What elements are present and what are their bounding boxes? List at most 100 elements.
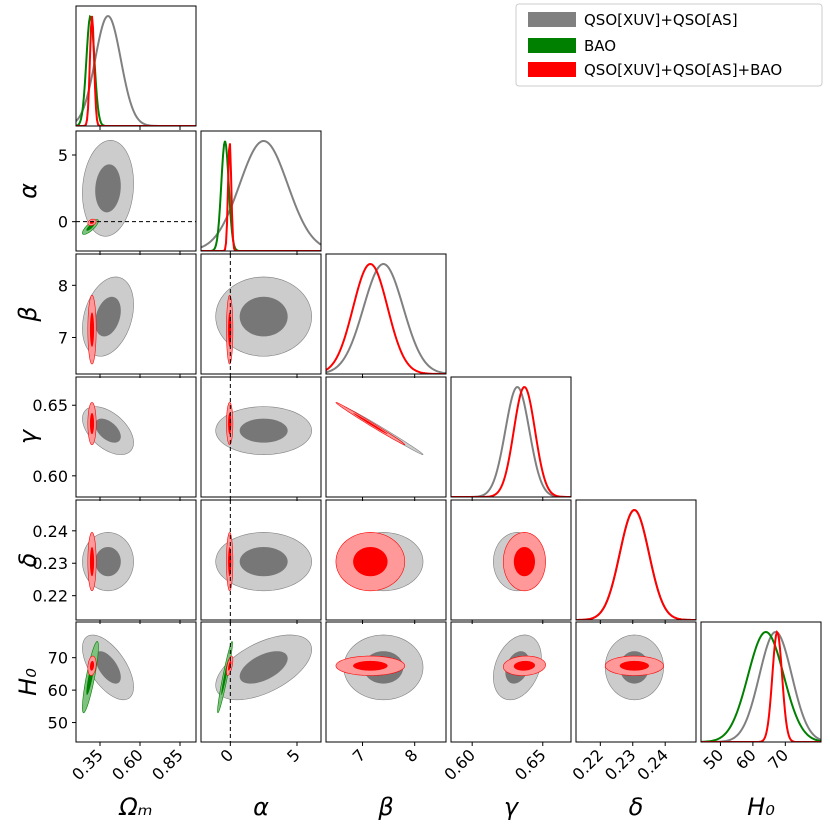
contour-1sigma-gamma-Om-series-2	[89, 413, 95, 435]
panel-gamma-Om	[82, 402, 134, 455]
xlabel-delta: δ	[629, 793, 644, 821]
xtick-label-H0-2: 70	[764, 745, 792, 773]
panel-delta-gamma	[493, 532, 546, 592]
marginal-beta-series-0	[326, 263, 446, 374]
ytick-label-delta-2: 0.24	[32, 522, 68, 541]
legend-frame	[515, 3, 823, 87]
frame-4-0	[75, 499, 197, 621]
contour-1sigma-delta-Om-series-0	[95, 547, 121, 577]
xtick-label-H0-0: 50	[699, 745, 727, 773]
contour-1sigma-H0-Om-series-0	[95, 651, 121, 684]
panel-H0-Om	[82, 634, 134, 714]
xlabel-H0: H₀	[747, 793, 775, 821]
ytick-label-beta-0: 7	[58, 328, 68, 347]
frame-3-0	[75, 376, 197, 498]
frame-4-3	[450, 499, 572, 621]
marginal-H0-series-0	[701, 631, 821, 742]
ytick-label-alpha-0: 0	[58, 213, 68, 232]
ytick-label-H0-1: 60	[48, 681, 68, 700]
marginal-delta-series-2	[576, 509, 696, 620]
frame-5-0	[75, 621, 197, 743]
ytick-label-H0-2: 70	[48, 649, 68, 668]
legend-swatch-0	[528, 12, 576, 27]
xtick-label-delta-1: 0.23	[601, 745, 640, 784]
contour-1sigma-delta-beta-series-2	[353, 547, 388, 577]
frame-5-1	[200, 621, 322, 743]
ytick-label-alpha-1: 5	[58, 146, 68, 165]
xtick-label-alpha-0: 0	[217, 745, 238, 766]
contour-1sigma-gamma-alpha-series-2	[228, 413, 232, 435]
frame-5-3	[450, 621, 572, 743]
frame-1-1	[200, 130, 322, 252]
panel-gamma-gamma	[451, 386, 571, 497]
contour-1sigma-H0-alpha-series-2	[228, 660, 232, 671]
frame-1-0	[75, 130, 197, 252]
marginal-H0-series-2	[701, 629, 821, 742]
ylabel-delta: δ	[14, 553, 42, 568]
panel-H0-alpha	[215, 622, 312, 742]
marginal-alpha-series-1	[201, 140, 321, 251]
panel-gamma-alpha	[215, 377, 312, 497]
panel-Om-Om	[76, 14, 196, 126]
ytick-label-H0-0: 50	[48, 714, 68, 733]
legend-swatch-1	[528, 38, 576, 53]
contour-1sigma-gamma-beta-series-2	[353, 413, 388, 435]
frame-4-2	[325, 499, 447, 621]
ytick-label-delta-0: 0.22	[32, 587, 68, 606]
ylabel-beta: β	[14, 306, 42, 322]
legend-label-1: BAO	[584, 37, 616, 55]
contour-1sigma-beta-Om-series-2	[89, 312, 95, 347]
contour-1sigma-H0-delta-series-2	[619, 660, 649, 671]
xtick-label-gamma-0: 0.60	[440, 745, 479, 784]
xtick-label-Om-0: 0.35	[68, 745, 107, 784]
contour-1sigma-alpha-Om-series-0	[95, 164, 121, 213]
ylabel-alpha: α	[14, 183, 42, 199]
panel-alpha-alpha	[201, 140, 321, 251]
xlabel-alpha: α	[253, 793, 269, 821]
contour-1sigma-delta-alpha-series-0	[239, 547, 288, 577]
marginal-Om-series-0	[76, 14, 196, 126]
marginal-alpha-series-2	[201, 143, 321, 251]
xlabel-beta: β	[377, 793, 393, 821]
marginal-Om-series-2	[76, 15, 196, 126]
frame-3-3	[450, 376, 572, 498]
legend-label-2: QSO[XUV]+QSO[AS]+BAO	[584, 61, 782, 79]
ytick-label-beta-1: 8	[58, 276, 68, 295]
marginal-H0-series-1	[701, 630, 821, 742]
contour-1sigma-delta-gamma-series-2	[513, 547, 535, 577]
ylabel-gamma: γ	[14, 428, 42, 444]
frame-5-2	[325, 621, 447, 743]
frame-4-1	[200, 499, 322, 621]
panel-delta-beta	[335, 532, 424, 592]
marginal-gamma-series-2	[451, 386, 571, 497]
legend: QSO[XUV]+QSO[AS] BAO QSO[XUV]+QSO[AS]+BA…	[515, 3, 823, 87]
xtick-label-gamma-1: 0.65	[511, 745, 550, 784]
frame-2-2	[325, 253, 447, 375]
contour-1sigma-H0-gamma-series-2	[513, 660, 535, 671]
marginal-delta-series-0	[576, 509, 696, 620]
marginal-Om-series-1	[76, 14, 196, 126]
panel-alpha-Om	[76, 140, 196, 237]
marginal-beta-series-2	[326, 263, 446, 374]
xtick-label-beta-0: 7	[349, 745, 370, 766]
contour-1sigma-H0-alpha-series-0	[239, 651, 288, 684]
xlabel-Om: Ωₘ	[118, 793, 152, 821]
frame-3-1	[200, 376, 322, 498]
panel-delta-Om	[82, 532, 134, 592]
marginal-alpha-series-0	[201, 140, 321, 249]
panel-delta-alpha	[215, 500, 312, 620]
frame-4-4	[575, 499, 697, 621]
panel-beta-Om	[82, 276, 134, 365]
legend-swatch-2	[528, 62, 576, 77]
contour-1sigma-gamma-Om-series-0	[95, 418, 121, 443]
ylabel-H0: H₀	[14, 668, 42, 696]
contour-1sigma-beta-Om-series-0	[95, 296, 121, 337]
contour-1sigma-H0-beta-series-2	[353, 660, 388, 671]
ytick-label-delta-1: 0.23	[32, 554, 68, 573]
contour-1sigma-delta-Om-series-2	[89, 547, 95, 577]
xtick-label-delta-0: 0.22	[569, 745, 608, 784]
contour-1sigma-H0-Om-series-2	[89, 660, 95, 671]
panel-beta-alpha	[215, 254, 312, 374]
panels-layer: 05α78β0.600.65γ0.220.230.24δ506070H₀0.35…	[14, 5, 822, 821]
